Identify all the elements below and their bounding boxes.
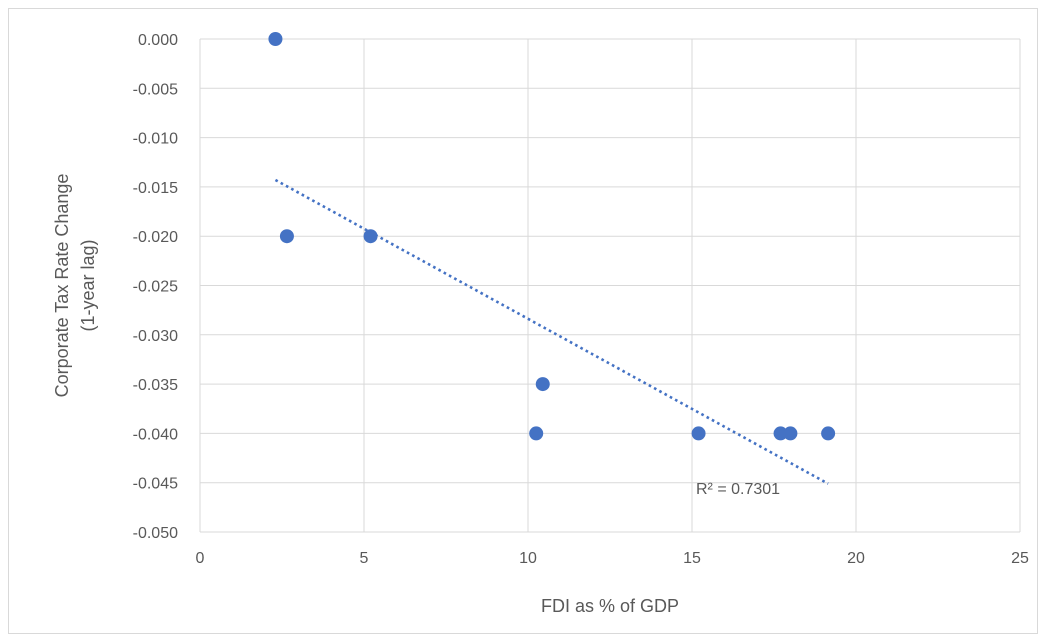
y-tick-label: -0.050: [133, 525, 178, 542]
y-axis-ticks: 0.000 -0.005 -0.010 -0.015 -0.020 -0.025 -0.03…: [133, 32, 178, 542]
x-tick-label: 25: [1011, 550, 1029, 567]
y-tick-label: -0.045: [133, 476, 178, 493]
x-tick-label: 10: [519, 550, 537, 567]
data-point: [783, 426, 798, 441]
y-axis-title-line-1: Corporate Tax Rate Change: [52, 174, 72, 398]
r-squared-label: R² = 0.7301: [696, 481, 780, 498]
data-point: [529, 426, 544, 441]
x-tick-label: 15: [683, 550, 701, 567]
data-point: [268, 32, 283, 46]
x-axis-title: FDI as % of GDP: [541, 596, 679, 616]
x-tick-label: 5: [360, 550, 369, 567]
trendline: [274, 178, 829, 485]
data-point: [363, 229, 378, 244]
y-tick-label: -0.030: [133, 328, 178, 345]
y-tick-label: -0.010: [133, 131, 178, 148]
y-tick-label: -0.005: [133, 81, 178, 98]
data-point: [691, 426, 706, 441]
data-point: [279, 229, 294, 244]
data-point: [821, 426, 836, 441]
y-axis-title-line-2: (1-year lag): [78, 239, 98, 331]
y-axis-title: Corporate Tax Rate Change (1-year lag): [52, 174, 98, 398]
y-tick-label: -0.035: [133, 377, 178, 394]
data-points: [268, 32, 836, 441]
y-tick-label: -0.015: [133, 180, 178, 197]
data-point: [535, 377, 550, 392]
y-tick-label: -0.025: [133, 279, 178, 296]
y-tick-label: 0.000: [138, 32, 178, 49]
x-tick-label: 20: [847, 550, 865, 567]
y-tick-label: -0.020: [133, 229, 178, 246]
gridlines: [199, 38, 1021, 533]
y-tick-label: -0.040: [133, 426, 178, 443]
x-axis-ticks: 0 5 10 15 20 25: [196, 550, 1029, 567]
trendline-layer: [274, 178, 829, 485]
data-point: [773, 426, 788, 441]
chart-frame: [8, 8, 1038, 634]
x-tick-label: 0: [196, 550, 205, 567]
